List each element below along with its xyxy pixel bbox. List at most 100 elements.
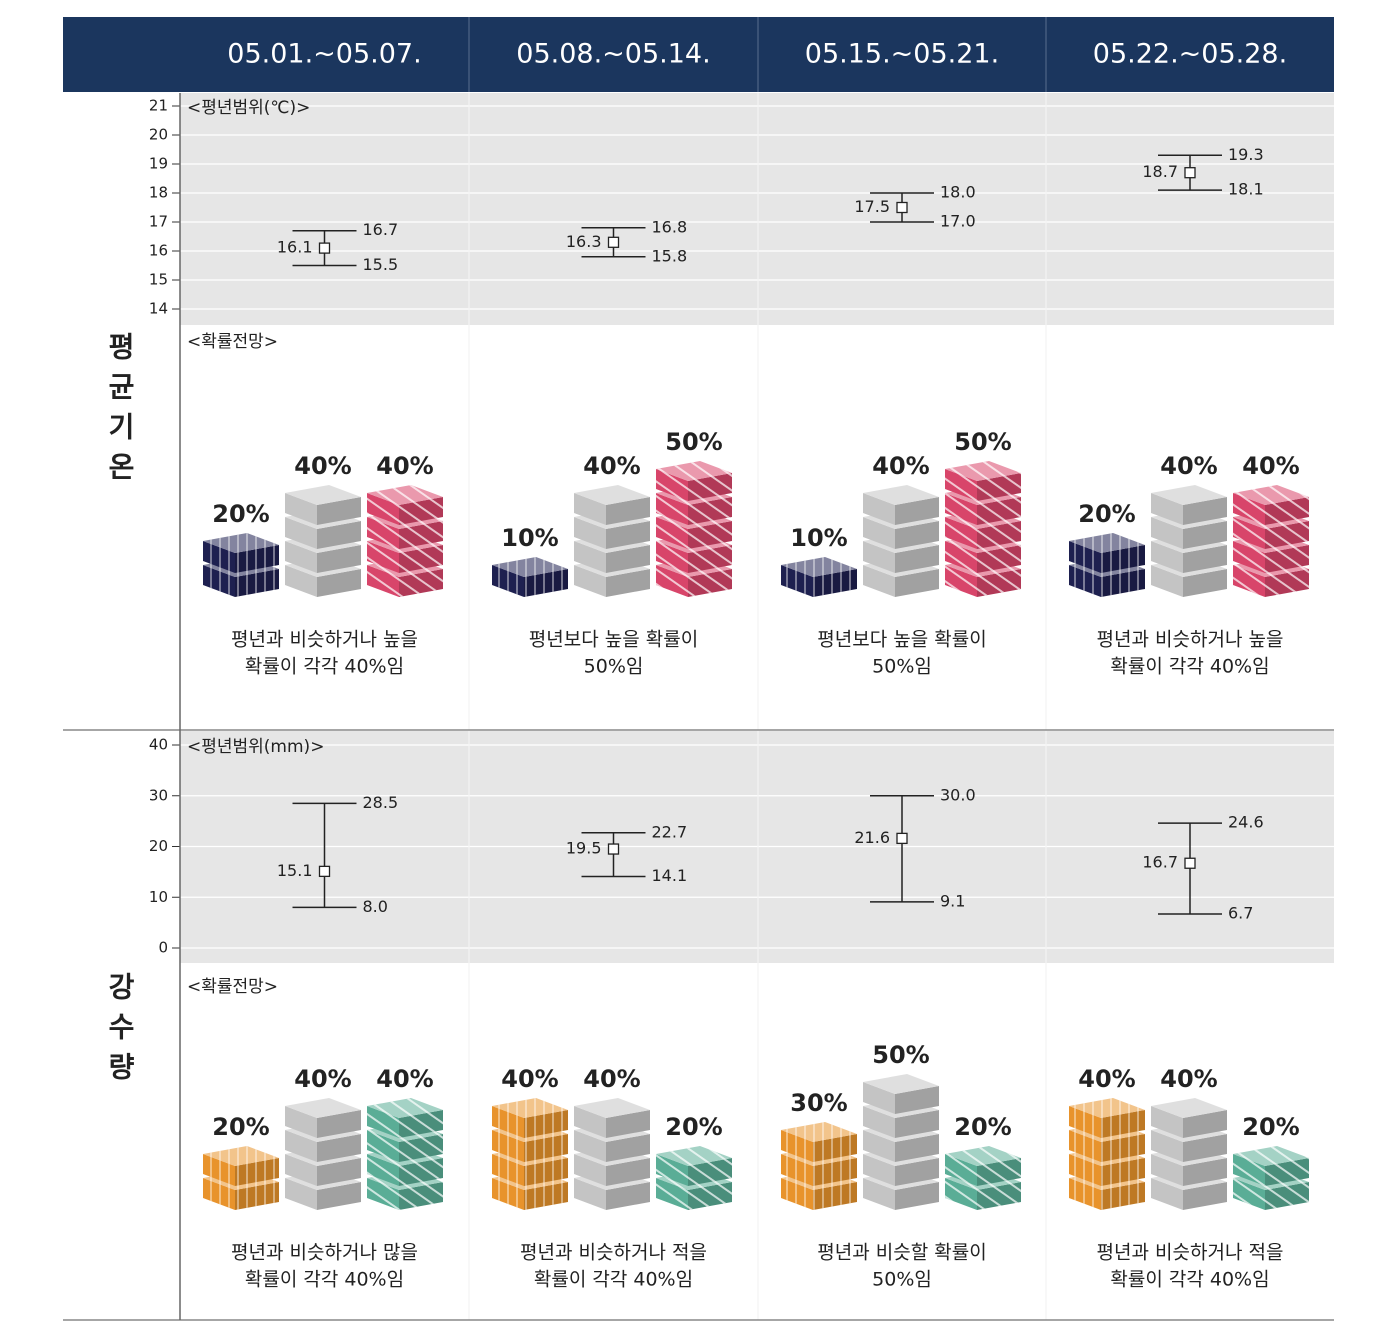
block-stripes bbox=[1233, 485, 1309, 505]
block-stripes bbox=[203, 1146, 279, 1166]
block-right bbox=[317, 497, 361, 525]
range-title: <평년범위(℃)> bbox=[187, 98, 310, 118]
block-stripes bbox=[945, 541, 977, 573]
prob-label: 30% bbox=[790, 1089, 847, 1117]
range-high-label: 24.6 bbox=[1228, 813, 1264, 832]
block-stripes bbox=[688, 521, 732, 549]
block-left bbox=[863, 1082, 895, 1114]
block-stripes bbox=[781, 557, 857, 577]
block-stripes bbox=[492, 1106, 524, 1138]
range-mean-label: 16.7 bbox=[1142, 853, 1178, 872]
block-stripes bbox=[656, 541, 688, 573]
block-right bbox=[317, 1134, 361, 1162]
block-stripes bbox=[656, 461, 732, 481]
caption: 확률이 각각 40%임 bbox=[1110, 1269, 1269, 1291]
range-mean-label: 15.1 bbox=[277, 861, 313, 880]
block-stripes bbox=[781, 1178, 813, 1210]
block-right bbox=[317, 521, 361, 549]
block-right bbox=[895, 521, 939, 549]
y-tick-label: 15 bbox=[149, 271, 168, 289]
block-left bbox=[285, 1106, 317, 1138]
block-right bbox=[895, 1158, 939, 1186]
block-left bbox=[863, 1154, 895, 1186]
block-stripes bbox=[492, 1130, 524, 1162]
y-tick-label: 40 bbox=[149, 736, 168, 754]
block-left bbox=[285, 541, 317, 573]
block-left bbox=[863, 565, 895, 597]
block-stripes bbox=[945, 461, 1021, 481]
prob-stack bbox=[492, 557, 568, 597]
block-stripes bbox=[399, 545, 443, 573]
y-tick-label: 10 bbox=[149, 888, 168, 906]
block-top bbox=[285, 485, 361, 505]
block-stripes bbox=[688, 569, 732, 597]
prob-label: 10% bbox=[501, 524, 558, 552]
prob-title: <확률전망> bbox=[187, 332, 278, 352]
range-mean bbox=[896, 201, 908, 214]
block-left bbox=[863, 1178, 895, 1210]
block-right bbox=[317, 1182, 361, 1210]
block-left bbox=[285, 517, 317, 549]
block-stripes bbox=[1069, 565, 1101, 597]
block-left bbox=[574, 1106, 606, 1138]
block-stripes bbox=[203, 1178, 235, 1210]
block-stripes bbox=[492, 1178, 524, 1210]
block-stripes bbox=[656, 1154, 688, 1186]
prob-label: 40% bbox=[501, 1065, 558, 1093]
caption: 확률이 각각 40%임 bbox=[534, 1269, 693, 1291]
range-mean bbox=[1184, 167, 1196, 179]
block-stripes bbox=[1069, 1130, 1101, 1162]
caption: 평년보다 높을 확률이 bbox=[529, 629, 698, 651]
caption: 50%임 bbox=[872, 656, 932, 678]
block-left bbox=[863, 493, 895, 525]
block-right bbox=[895, 1134, 939, 1162]
block-stripes bbox=[1101, 1158, 1145, 1186]
block-stripes bbox=[235, 569, 279, 597]
header-bar bbox=[63, 17, 1334, 92]
block-right bbox=[895, 569, 939, 597]
range-high-label: 19.3 bbox=[1228, 145, 1264, 164]
block-left bbox=[863, 541, 895, 573]
block-left bbox=[574, 1130, 606, 1162]
prob-stack bbox=[367, 485, 443, 597]
block-right bbox=[895, 1182, 939, 1210]
block-left bbox=[1151, 1178, 1183, 1210]
prob-label: 40% bbox=[294, 452, 351, 480]
block-stripes bbox=[367, 1106, 399, 1138]
caption: 평년과 비슷하거나 적을 bbox=[1097, 1242, 1284, 1264]
block-stripes bbox=[781, 1130, 813, 1162]
block-right bbox=[1183, 1158, 1227, 1186]
block-top bbox=[1151, 1098, 1227, 1118]
block-stripes bbox=[367, 1178, 399, 1210]
block-stripes bbox=[1233, 565, 1265, 597]
block-stripes bbox=[367, 1098, 443, 1118]
block-stripes bbox=[688, 1158, 732, 1186]
y-tick-label: 20 bbox=[149, 837, 168, 855]
block-left bbox=[574, 1154, 606, 1186]
y-tick-label: 16 bbox=[149, 242, 168, 260]
prob-label: 40% bbox=[583, 452, 640, 480]
block-left bbox=[863, 1130, 895, 1162]
block-stripes bbox=[367, 565, 399, 597]
range-mean-label: 21.6 bbox=[854, 828, 890, 847]
block-stripes bbox=[656, 1178, 688, 1210]
range-title: <평년범위(mm)> bbox=[187, 737, 324, 757]
block-stripes bbox=[656, 493, 688, 525]
range-high-label: 16.7 bbox=[363, 220, 399, 239]
block-stripes bbox=[977, 1158, 1021, 1186]
prob-stack bbox=[863, 485, 939, 597]
range-low-label: 9.1 bbox=[940, 891, 965, 910]
block-stripes bbox=[813, 569, 857, 597]
prob-label: 40% bbox=[1242, 452, 1299, 480]
block-left bbox=[1151, 1154, 1183, 1186]
block-left bbox=[1151, 493, 1183, 525]
block-left bbox=[863, 517, 895, 549]
block-stripes bbox=[1265, 1182, 1309, 1210]
section-label: 평균기온 bbox=[104, 332, 137, 492]
block-left bbox=[1151, 1106, 1183, 1138]
prob-stack bbox=[945, 461, 1021, 597]
block-stripes bbox=[399, 1110, 443, 1138]
prob-stack bbox=[656, 1146, 732, 1210]
block-stripes bbox=[1233, 517, 1265, 549]
block-stripes bbox=[235, 545, 279, 573]
